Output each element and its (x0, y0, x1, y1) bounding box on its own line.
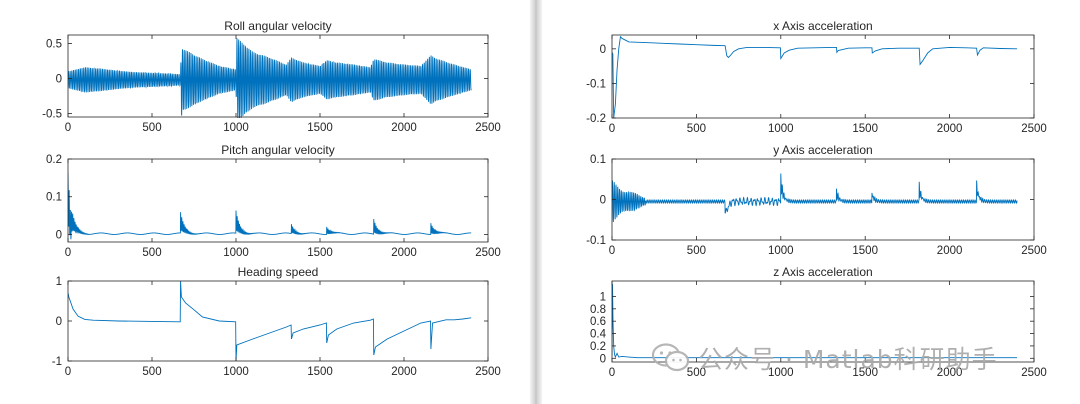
x-tick-label: 2000 (937, 367, 963, 379)
chart-title: Heading speed (238, 265, 319, 279)
chart-title: y Axis acceleration (773, 143, 872, 157)
y-tick-label: 0.1 (590, 154, 606, 166)
x-tick-label: 1000 (223, 122, 249, 134)
y-tick-label: 0 (56, 316, 62, 328)
y-tick-label: 0.2 (590, 341, 606, 353)
window-divider (530, 0, 542, 404)
plot-area (612, 159, 1034, 240)
y-tick-label: 0.8 (590, 304, 606, 316)
x-tick-label: 1500 (307, 247, 333, 259)
roll-angular-velocity-axes: Roll angular velocity 0 500 1000 1500 2000 250… (42, 19, 501, 134)
axes-box (67, 158, 489, 243)
x-tick-label: 1500 (307, 122, 333, 134)
x-tick-label: 1500 (852, 123, 878, 135)
y-tick-label: 0 (600, 44, 606, 56)
series-line (612, 173, 1018, 222)
x-tick-label: 0 (65, 366, 71, 378)
series-line (68, 38, 472, 118)
axes-box (611, 34, 1035, 119)
x-tick-label: 2500 (1021, 367, 1047, 379)
chart-title: Pitch angular velocity (221, 143, 334, 157)
series-line (68, 280, 472, 362)
y-tick-label: -0.5 (42, 108, 62, 120)
x-tick-label: 2500 (475, 122, 501, 134)
x-axis-acceleration-axes: x Axis acceleration 0 500 1000 1500 2000 2500 -… (586, 19, 1047, 135)
x-tick-label: 0 (609, 367, 615, 379)
x-tick-label: 500 (142, 122, 161, 134)
plot-area (68, 159, 488, 242)
x-tick-label: 1000 (768, 245, 794, 257)
chart-title: Roll angular velocity (224, 19, 331, 33)
y-tick-label: 0.2 (46, 154, 62, 166)
y-tick-label: 1 (600, 291, 606, 303)
series-line (612, 35, 1018, 119)
x-tick-label: 500 (142, 366, 161, 378)
pitch-angular-velocity-axes: Pitch angular velocity 0 500 1000 1500 2000 25… (46, 143, 501, 259)
x-tick-label: 1500 (852, 367, 878, 379)
y-tick-label: 1 (56, 276, 62, 288)
y-tick-label: -1 (52, 356, 62, 368)
x-tick-label: 2000 (391, 122, 417, 134)
x-tick-label: 0 (609, 123, 615, 135)
x-tick-label: 2000 (937, 245, 963, 257)
x-tick-label: 500 (687, 245, 706, 257)
y-tick-label: 0.5 (46, 38, 62, 50)
x-tick-label: 2500 (1021, 123, 1047, 135)
plot-area (612, 35, 1034, 118)
y-tick-label: 0.1 (46, 192, 62, 204)
y-tick-label: 0.4 (590, 329, 607, 341)
z-axis-acceleration-axes: z Axis acceleration 0 500 1000 1500 2000 2500 0… (590, 265, 1047, 379)
x-tick-label: 1000 (223, 366, 249, 378)
x-tick-label: 0 (65, 122, 71, 134)
x-tick-label: 1000 (768, 123, 794, 135)
x-tick-label: 1000 (768, 367, 794, 379)
y-tick-label: 0 (600, 353, 606, 365)
y-tick-label: 0 (600, 195, 606, 207)
y-tick-label: -0.1 (586, 235, 606, 247)
x-tick-label: 1000 (223, 247, 249, 259)
chart-title: z Axis acceleration (773, 265, 872, 279)
series-line (612, 284, 1018, 359)
x-tick-label: 500 (687, 367, 706, 379)
x-tick-label: 1500 (307, 366, 333, 378)
y-axis-acceleration-axes: y Axis acceleration 0 500 1000 1500 2000 2500 -… (586, 143, 1047, 257)
x-tick-label: 0 (65, 247, 71, 259)
x-tick-label: 0 (609, 245, 615, 257)
x-tick-label: 2500 (475, 247, 501, 259)
x-tick-label: 2000 (937, 123, 963, 135)
y-tick-label: -0.2 (586, 113, 606, 125)
x-tick-label: 2000 (391, 366, 417, 378)
x-tick-label: 500 (687, 123, 706, 135)
x-tick-label: 1500 (852, 245, 878, 257)
y-tick-label: 0.6 (590, 316, 606, 328)
y-tick-label: 0 (56, 229, 62, 241)
x-tick-label: 2500 (475, 366, 501, 378)
axes-box (67, 34, 489, 118)
x-tick-label: 2500 (1021, 245, 1047, 257)
x-tick-label: 500 (142, 247, 161, 259)
y-tick-label: -0.1 (586, 78, 606, 90)
y-tick-label: 0 (56, 73, 62, 85)
plot-area (612, 281, 1034, 362)
x-tick-label: 2000 (391, 247, 417, 259)
chart-title: x Axis acceleration (773, 19, 872, 33)
series-line (68, 173, 472, 240)
